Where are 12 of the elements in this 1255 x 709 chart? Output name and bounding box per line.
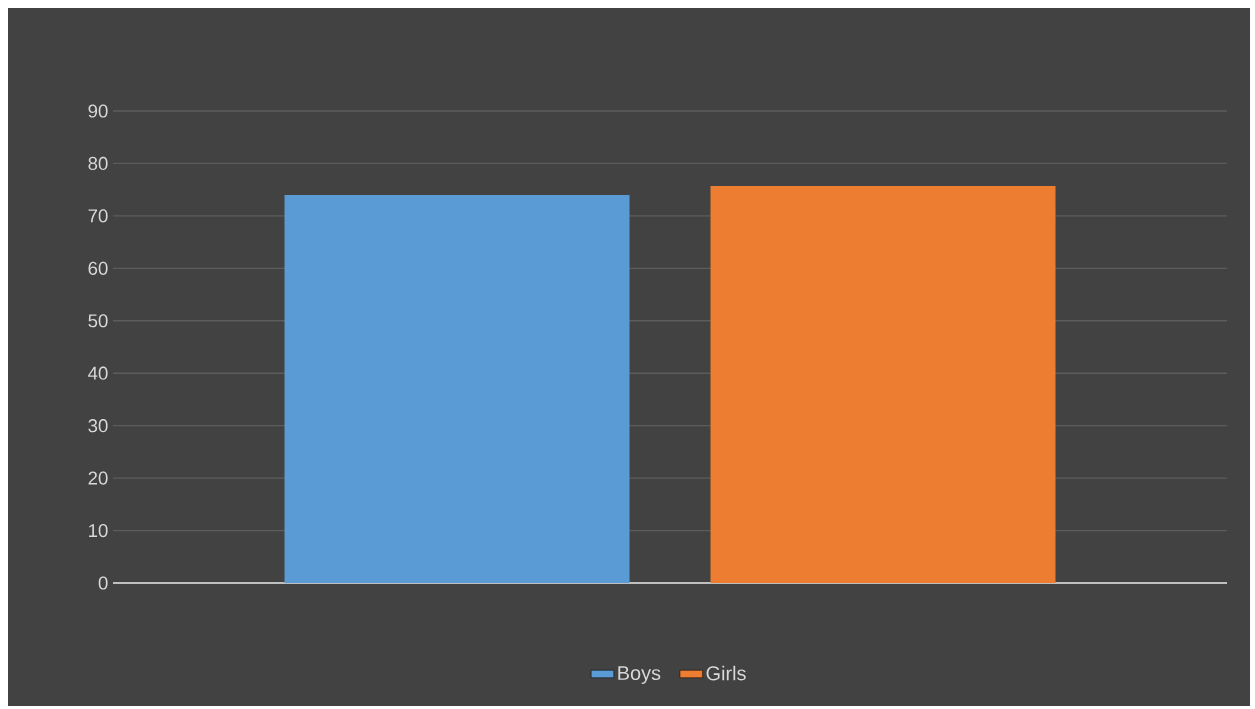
y-tick-label: 10 <box>89 523 108 538</box>
y-tick-label: 40 <box>88 366 108 380</box>
y-tick-label: 70 <box>88 209 108 223</box>
y-tick-label: 60 <box>88 261 108 275</box>
y-tick-label: 0 <box>98 576 108 590</box>
y-tick-label: 90 <box>88 104 108 118</box>
legend-label: Boys <box>618 666 661 684</box>
y-tick-label: 80 <box>88 156 108 171</box>
y-tick-label: 20 <box>88 471 108 485</box>
legend-label: Girls <box>706 665 746 681</box>
y-tick-label: 50 <box>88 314 108 328</box>
y-tick-label: 30 <box>88 419 108 433</box>
